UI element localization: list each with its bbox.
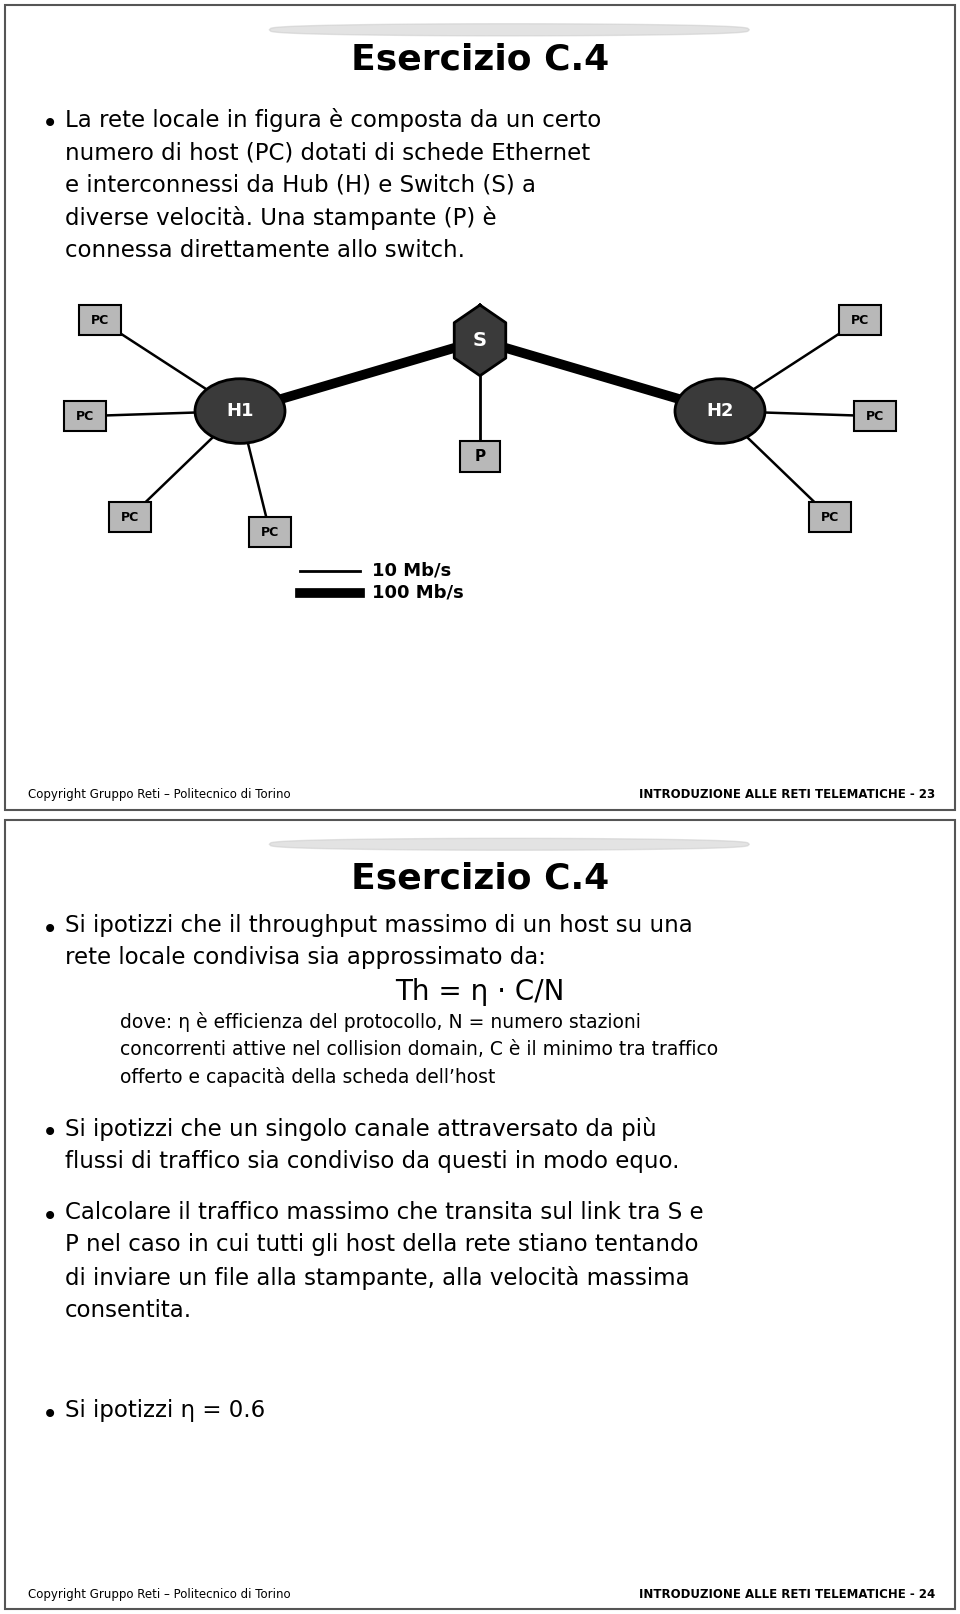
Text: •: • bbox=[42, 1401, 59, 1428]
Text: •: • bbox=[42, 917, 59, 944]
Bar bbox=[809, 502, 851, 533]
Bar bbox=[249, 516, 291, 547]
Ellipse shape bbox=[195, 379, 285, 444]
Text: Copyright Gruppo Reti – Politecnico di Torino: Copyright Gruppo Reti – Politecnico di T… bbox=[28, 788, 291, 802]
Text: PC: PC bbox=[91, 313, 109, 326]
Ellipse shape bbox=[675, 379, 765, 444]
Text: •: • bbox=[42, 1202, 59, 1231]
Text: Calcolare il traffico massimo che transita sul link tra S e
P nel caso in cui tu: Calcolare il traffico massimo che transi… bbox=[65, 1201, 704, 1322]
Text: Copyright Gruppo Reti – Politecnico di Torino: Copyright Gruppo Reti – Politecnico di T… bbox=[28, 1588, 291, 1601]
Bar bbox=[839, 305, 881, 336]
Bar bbox=[854, 400, 896, 431]
Polygon shape bbox=[454, 305, 506, 376]
Text: INTRODUZIONE ALLE RETI TELEMATICHE - 23: INTRODUZIONE ALLE RETI TELEMATICHE - 23 bbox=[638, 788, 935, 802]
Text: PC: PC bbox=[261, 526, 279, 539]
Text: PC: PC bbox=[821, 510, 839, 523]
Text: PC: PC bbox=[866, 410, 884, 423]
Text: Si ipotizzi che un singolo canale attraversato da più
flussi di traffico sia con: Si ipotizzi che un singolo canale attrav… bbox=[65, 1117, 680, 1173]
Text: PC: PC bbox=[76, 410, 94, 423]
Text: Si ipotizzi che il throughput massimo di un host su una
rete locale condivisa si: Si ipotizzi che il throughput massimo di… bbox=[65, 914, 693, 968]
Bar bbox=[64, 400, 106, 431]
Text: Esercizio C.4: Esercizio C.4 bbox=[350, 862, 610, 896]
Text: Esercizio C.4: Esercizio C.4 bbox=[350, 42, 610, 76]
Text: INTRODUZIONE ALLE RETI TELEMATICHE - 24: INTRODUZIONE ALLE RETI TELEMATICHE - 24 bbox=[638, 1588, 935, 1601]
Text: 100 Mb/s: 100 Mb/s bbox=[372, 584, 464, 602]
Text: •: • bbox=[42, 110, 59, 139]
Bar bbox=[109, 502, 151, 533]
Text: La rete locale in figura è composta da un certo
numero di host (PC) dotati di sc: La rete locale in figura è composta da u… bbox=[65, 108, 601, 261]
Text: P: P bbox=[474, 449, 486, 463]
Text: PC: PC bbox=[851, 313, 869, 326]
Text: 10 Mb/s: 10 Mb/s bbox=[372, 562, 451, 579]
Text: PC: PC bbox=[121, 510, 139, 523]
Bar bbox=[79, 305, 121, 336]
Text: dove: η è efficienza del protocollo, N = numero stazioni
concorrenti attive nel : dove: η è efficienza del protocollo, N =… bbox=[120, 1012, 718, 1086]
Text: Th = η · C/N: Th = η · C/N bbox=[396, 978, 564, 1006]
Text: H1: H1 bbox=[227, 402, 253, 420]
Text: •: • bbox=[42, 1119, 59, 1148]
Text: H2: H2 bbox=[707, 402, 733, 420]
Text: Si ipotizzi η = 0.6: Si ipotizzi η = 0.6 bbox=[65, 1399, 265, 1422]
Text: S: S bbox=[473, 331, 487, 350]
Bar bbox=[460, 441, 500, 471]
